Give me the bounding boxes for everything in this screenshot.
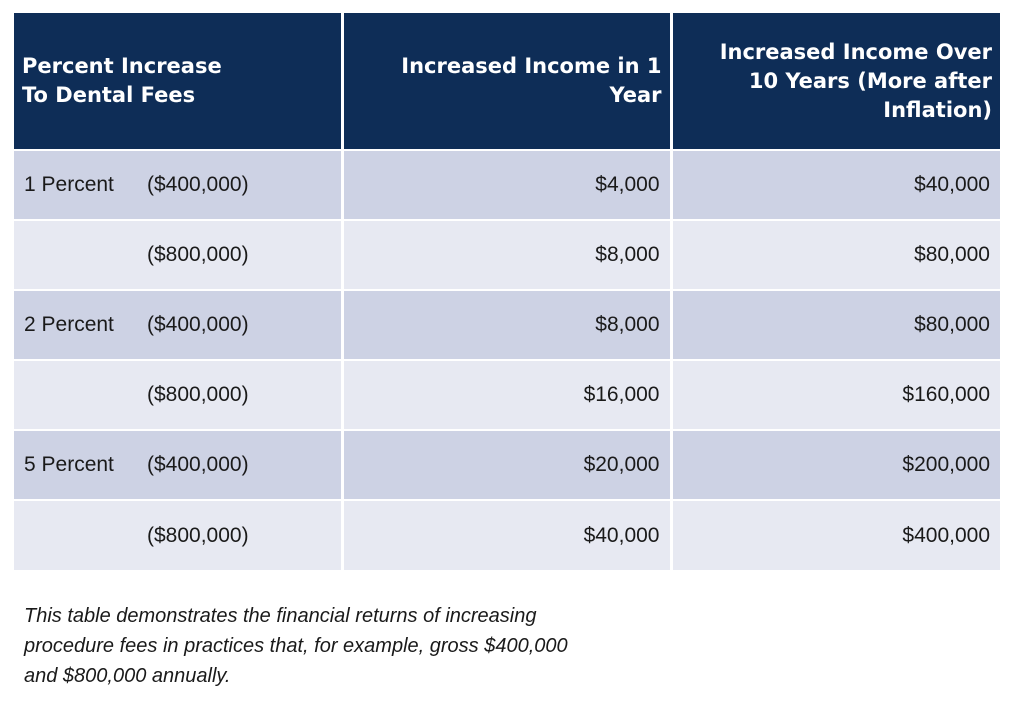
gross-label: ($400,000) bbox=[147, 453, 249, 476]
header-percent-increase-line: Percent Increase bbox=[22, 54, 222, 78]
table-row: 1 Percent ($400,000) $4,000 $40,000 bbox=[14, 150, 1000, 220]
ten-year-income-cell: $160,000 bbox=[669, 360, 1000, 430]
row-label-cell: ($800,000) bbox=[14, 360, 342, 430]
ten-year-income-cell: $80,000 bbox=[669, 220, 1000, 290]
percent-label: 5 Percent bbox=[24, 453, 114, 476]
table-row: 5 Percent ($400,000) $20,000 $200,000 bbox=[14, 430, 1000, 500]
fee-increase-table: Percent Increase To Dental Fees Increase… bbox=[14, 13, 1000, 570]
one-year-income-cell: $20,000 bbox=[340, 430, 671, 500]
header-income-1-year-line: Year bbox=[609, 83, 662, 107]
one-year-income-cell: $8,000 bbox=[340, 290, 671, 360]
ten-year-income-cell: $80,000 bbox=[669, 290, 1000, 360]
caption-line: and $800,000 annually. bbox=[24, 665, 231, 687]
table-row: ($800,000) $40,000 $400,000 bbox=[14, 500, 1000, 570]
header-income-1-year: Increased Income in 1 Year bbox=[340, 13, 671, 150]
table-header: Percent Increase To Dental Fees Increase… bbox=[14, 13, 1000, 150]
header-income-10-years-line: 10 Years (More after bbox=[748, 68, 992, 93]
ten-year-income-cell: $200,000 bbox=[669, 430, 1000, 500]
row-label-cell: 5 Percent ($400,000) bbox=[14, 430, 342, 500]
percent-label: 2 Percent bbox=[24, 313, 114, 336]
table-row: ($800,000) $8,000 $80,000 bbox=[14, 220, 1000, 290]
table-row: ($800,000) $16,000 $160,000 bbox=[14, 360, 1000, 430]
gross-label: ($800,000) bbox=[147, 383, 249, 406]
table-row: 2 Percent ($400,000) $8,000 $80,000 bbox=[14, 290, 1000, 360]
one-year-income-cell: $8,000 bbox=[340, 220, 671, 290]
header-income-10-years-line: Increased Income Over bbox=[719, 39, 992, 64]
one-year-income-cell: $40,000 bbox=[340, 500, 671, 570]
header-income-1-year-line: Increased Income in 1 bbox=[401, 54, 662, 78]
gross-label: ($800,000) bbox=[147, 243, 249, 266]
gross-label: ($400,000) bbox=[147, 173, 249, 196]
percent-label: 1 Percent bbox=[24, 173, 114, 196]
header-income-10-years: Increased Income Over 10 Years (More aft… bbox=[669, 13, 1000, 150]
ten-year-income-cell: $400,000 bbox=[669, 500, 1000, 570]
caption-line: procedure fees in practices that, for ex… bbox=[24, 635, 568, 657]
row-label-cell: ($800,000) bbox=[14, 220, 342, 290]
row-label-cell: ($800,000) bbox=[14, 500, 342, 570]
one-year-income-cell: $4,000 bbox=[340, 150, 671, 220]
ten-year-income-cell: $40,000 bbox=[669, 150, 1000, 220]
header-percent-increase-line: To Dental Fees bbox=[22, 83, 196, 107]
gross-label: ($400,000) bbox=[147, 313, 249, 336]
table-caption: This table demonstrates the financial re… bbox=[24, 601, 674, 691]
row-label-cell: 1 Percent ($400,000) bbox=[14, 150, 342, 220]
header-percent-increase: Percent Increase To Dental Fees bbox=[14, 13, 342, 150]
gross-label: ($800,000) bbox=[147, 523, 249, 547]
header-row: Percent Increase To Dental Fees Increase… bbox=[14, 13, 1000, 150]
one-year-income-cell: $16,000 bbox=[340, 360, 671, 430]
row-label-cell: 2 Percent ($400,000) bbox=[14, 290, 342, 360]
table-body: 1 Percent ($400,000) $4,000 $40,000 ($80… bbox=[14, 150, 1000, 570]
header-income-10-years-line: Inflation) bbox=[883, 97, 992, 122]
caption-line: This table demonstrates the financial re… bbox=[24, 605, 537, 627]
